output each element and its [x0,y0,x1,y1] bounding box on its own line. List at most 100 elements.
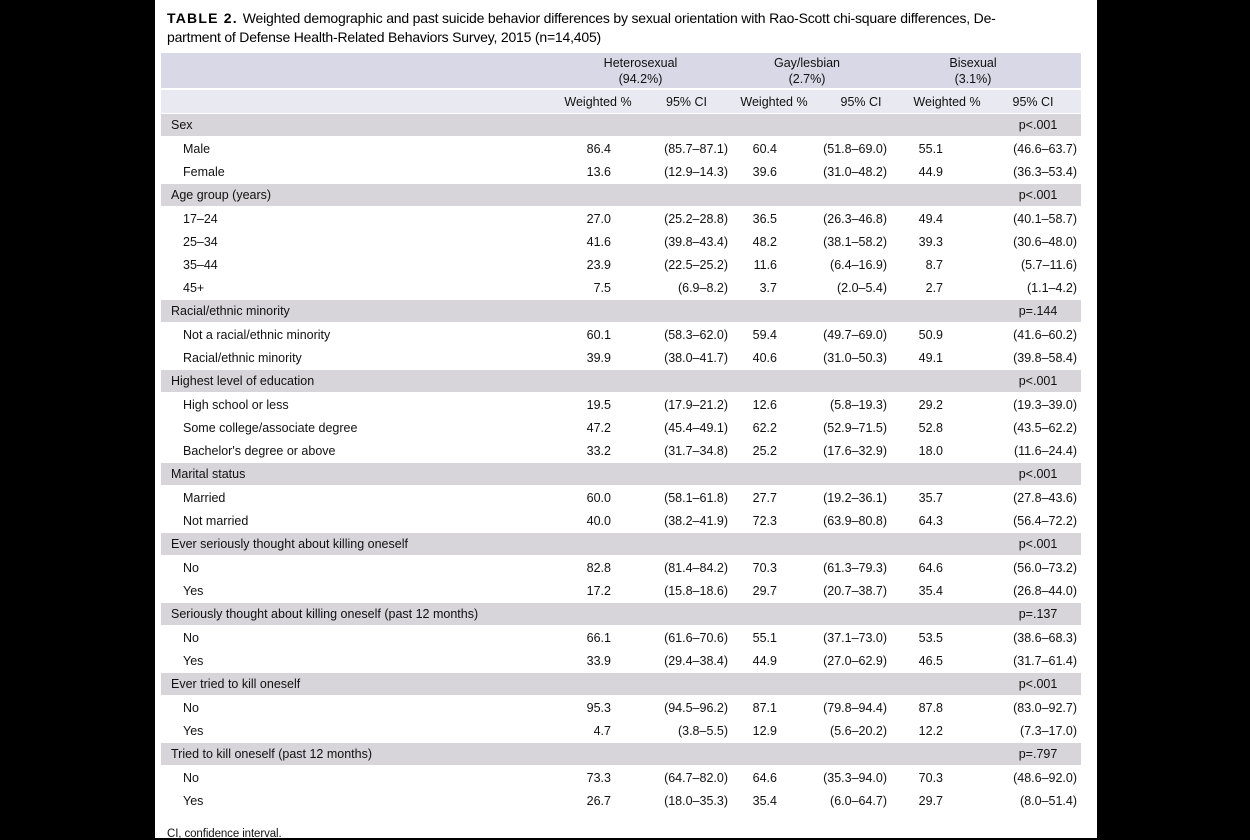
cell-ci: (18.0–35.3) [664,793,728,808]
cell-weighted-pct: 87.1 [752,700,777,715]
table-row: Married 60.0 (58.1–61.8) 27.7 (19.2–36.1) 35.… [161,485,1082,509]
cell-weighted-pct: 18.0 [918,443,944,458]
cell-ci: (25.2–28.8) [664,211,728,226]
table-number-label: TABLE 2. [167,10,238,26]
cell-ci: (19.2–36.1) [823,490,888,505]
cell-weighted-pct: 73.3 [586,770,611,785]
column-group-percent: (94.2%) [618,71,663,86]
subheader-ci: 95% CI [815,89,896,114]
section-p-value: p<.001 [985,672,1082,696]
cell-weighted-pct: 60.0 [586,490,611,505]
cell-weighted-pct: 12.9 [752,723,777,738]
section-label: Marital status [161,462,986,486]
cell-weighted-pct: 41.6 [586,234,611,249]
section-header-row: Ever seriously thought about killing one… [161,532,1082,556]
table-body: Heterosexual (94.2%) Gay/lesbian (2.7%) Bise… [161,53,1082,812]
column-group-percent: (3.1%) [954,71,992,86]
cell-ci: (30.6–48.0) [1013,234,1078,249]
cell-ci: (27.0–62.9) [823,653,888,668]
column-subheader-row: Weighted % 95% CI Weighted % 95% CI Weighted… [161,89,1082,114]
cell-weighted-pct: 2.7 [925,280,944,295]
cell-ci: (83.0–92.7) [1013,700,1078,715]
cell-weighted-pct: 19.5 [586,397,611,412]
cell-ci: (35.3–94.0) [823,770,888,785]
table-row: Yes 17.2 (15.8–18.6) 29.7 (20.7–38.7) 35.4 (26… [161,579,1082,603]
cell-weighted-pct: 11.6 [753,257,777,272]
cell-ci: (12.9–14.3) [664,164,728,179]
column-group-2: Gay/lesbian (2.7%) [733,53,896,90]
row-label: 25–34 [183,234,218,249]
section-p-value: p=.144 [985,299,1082,323]
table-row: No 95.3 (94.5–96.2) 87.1 (79.8–94.4) 87.8 (83.… [161,695,1082,719]
cell-ci: (61.6–70.6) [664,630,728,645]
cell-ci: (3.8–5.5) [677,723,728,738]
row-label: Male [183,141,211,156]
cell-ci: (6.4–16.9) [830,257,888,272]
section-p-value: p<.001 [985,532,1082,556]
cell-ci: (79.8–94.4) [823,700,888,715]
row-label: No [183,770,199,785]
table-row: Some college/associate degree 47.2 (45.4–4… [161,416,1082,439]
section-header-row: Racial/ethnic minority p=.144 [161,299,1082,323]
cell-ci: (27.8–43.6) [1013,490,1078,505]
cell-ci: (94.5–96.2) [664,700,728,715]
row-label: No [183,630,199,645]
cell-weighted-pct: 17.2 [586,583,611,598]
cell-weighted-pct: 29.2 [918,397,944,412]
section-header-row: Ever tried to kill oneself p<.001 [161,672,1082,696]
caption-line-2: partment of Defense Health-Related Behav… [167,28,602,45]
cell-ci: (38.1–58.2) [823,234,888,249]
cell-ci: (6.9–8.2) [677,280,728,295]
cell-weighted-pct: 44.9 [918,164,944,179]
subheader-ci: 95% CI [985,89,1082,114]
table-row: Bachelor's degree or above 33.2 (31.7–34.8… [161,439,1082,463]
row-label: Not a racial/ethnic minority [183,327,331,342]
row-label: Married [183,490,226,505]
subheader-weighted-pct: Weighted % [556,89,640,114]
cell-ci: (48.6–92.0) [1013,770,1078,785]
cell-ci: (31.0–48.2) [823,164,888,179]
cell-ci: (6.0–64.7) [830,793,888,808]
cell-ci: (8.0–51.4) [1020,793,1078,808]
cell-ci: (39.8–43.4) [664,234,728,249]
table-row: High school or less 19.5 (17.9–21.2) 12.6 (5… [161,392,1082,416]
cell-weighted-pct: 52.8 [918,420,944,435]
section-header-row: Sex p<.001 [161,113,1082,137]
subheader-weighted-pct: Weighted % [733,89,815,114]
cell-ci: (39.8–58.4) [1013,350,1078,365]
table-row: No 66.1 (61.6–70.6) 55.1 (37.1–73.0) 53.5 (38.… [161,625,1082,649]
section-p-value: p<.001 [985,369,1082,393]
row-label: Female [183,164,225,179]
cell-weighted-pct: 47.2 [586,420,611,435]
table-row: 45+ 7.5 (6.9–8.2) 3.7 (2.0–5.4) 2.7 (1.1–4.2) [161,276,1082,300]
section-header-row: Seriously thought about killing oneself … [161,602,1082,626]
cell-weighted-pct: 4.7 [593,723,611,738]
cell-weighted-pct: 35.7 [918,490,944,505]
cell-ci: (51.8–69.0) [823,141,888,156]
section-header-row: Marital status p<.001 [161,462,1082,486]
section-p-value: p<.001 [985,113,1082,137]
section-p-value: p=.137 [985,602,1082,626]
cell-ci: (11.6–24.4) [1014,443,1078,458]
cell-weighted-pct: 26.7 [586,793,611,808]
table-row: Male 86.4 (85.7–87.1) 60.4 (51.8–69.0) 55.1 (4… [161,136,1082,160]
cell-ci: (22.5–25.2) [664,257,728,272]
cell-weighted-pct: 35.4 [752,793,777,808]
row-label: Bachelor's degree or above [183,443,336,458]
section-label: Sex [161,113,986,137]
cell-ci: (36.3–53.4) [1013,164,1078,179]
cell-ci: (61.3–79.3) [823,560,888,575]
row-label: Yes [183,583,204,598]
subheader-ci: 95% CI [640,89,733,114]
row-label: Yes [183,653,204,668]
cell-weighted-pct: 66.1 [586,630,611,645]
row-label: No [183,700,199,715]
cell-weighted-pct: 29.7 [752,583,777,598]
table-row: Yes 33.9 (29.4–38.4) 44.9 (27.0–62.9) 46.5 (31… [161,649,1082,673]
cell-weighted-pct: 49.4 [918,211,944,226]
cell-weighted-pct: 50.9 [918,327,944,342]
table-row: Female 13.6 (12.9–14.3) 39.6 (31.0–48.2) 44.9… [161,160,1082,184]
cell-weighted-pct: 72.3 [752,513,777,528]
cell-weighted-pct: 59.4 [752,327,777,342]
